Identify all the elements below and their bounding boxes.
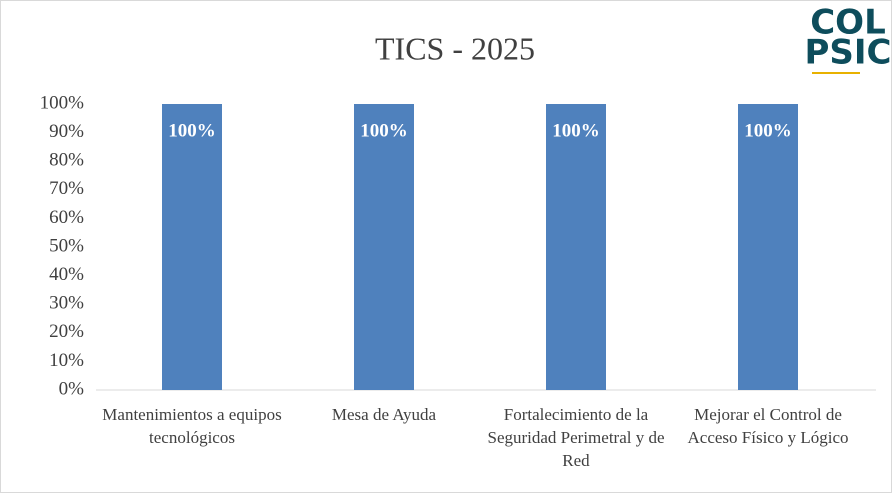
chart-title: TICS - 2025: [375, 30, 535, 66]
bar: [162, 104, 222, 390]
y-tick-label: 70%: [49, 178, 84, 199]
value-label: 100%: [168, 120, 216, 141]
bar: [546, 104, 606, 390]
y-tick-label: 50%: [49, 235, 84, 256]
value-label: 100%: [360, 120, 408, 141]
x-tick-label: Fortalecimiento de la Seguridad Perimetra…: [487, 405, 664, 470]
y-tick-label: 0%: [59, 378, 85, 399]
value-label: 100%: [552, 120, 600, 141]
bar: [354, 104, 414, 390]
logo-bottom: PSIC: [804, 33, 891, 73]
y-tick-label: 40%: [49, 264, 84, 285]
value-label: 100%: [744, 120, 792, 141]
y-tick-label: 100%: [40, 92, 85, 113]
y-tick-label: 60%: [49, 207, 84, 228]
y-tick-label: 10%: [49, 350, 84, 371]
x-tick-label: Mejorar el Control de Acceso Físico y Lóg…: [688, 405, 849, 447]
x-tick-label: Mantenimientos a equipos tecnológicos: [102, 405, 281, 447]
y-tick-label: 90%: [49, 121, 84, 142]
y-tick-label: 20%: [49, 321, 84, 342]
bar: [738, 104, 798, 390]
x-tick-label: Mesa de Ayuda: [332, 405, 437, 424]
y-tick-label: 30%: [49, 293, 84, 314]
logo-top: COL: [810, 3, 886, 43]
y-tick-label: 80%: [49, 150, 84, 171]
